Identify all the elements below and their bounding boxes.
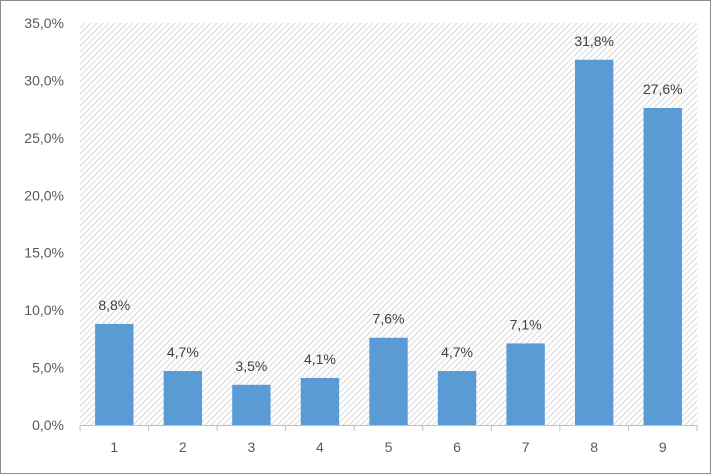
x-tick-label: 9 [659, 439, 667, 455]
data-label: 3,5% [235, 358, 267, 374]
data-label: 31,8% [574, 33, 614, 49]
data-label: 4,7% [441, 344, 473, 360]
x-tick-label: 2 [179, 439, 187, 455]
y-tick-label: 15,0% [24, 245, 64, 261]
y-tick-label: 0,0% [32, 417, 64, 433]
y-tick-label: 10,0% [24, 302, 64, 318]
y-tick-label: 5,0% [32, 360, 64, 376]
x-tick-label: 6 [453, 439, 461, 455]
x-tick-label: 7 [522, 439, 530, 455]
x-tick-label: 3 [247, 439, 255, 455]
data-label: 7,1% [510, 316, 542, 332]
y-tick-label: 30,0% [24, 72, 64, 88]
data-label: 4,7% [167, 344, 199, 360]
bar [506, 343, 545, 425]
y-tick-label: 20,0% [24, 187, 64, 203]
bar [369, 337, 408, 425]
x-tick-label: 4 [316, 439, 324, 455]
bar [95, 323, 134, 425]
bar [574, 59, 614, 426]
data-label: 8,8% [98, 297, 130, 313]
bar [232, 384, 271, 425]
y-tick-label: 25,0% [24, 130, 64, 146]
x-tick-label: 5 [385, 439, 393, 455]
bar [163, 371, 203, 425]
data-label: 27,6% [643, 81, 683, 97]
bar [643, 107, 682, 425]
data-label: 4,1% [304, 351, 336, 367]
data-label: 7,6% [373, 311, 405, 327]
x-tick-label: 8 [590, 439, 598, 455]
x-tick-label: 1 [110, 439, 118, 455]
y-tick-label: 35,0% [24, 15, 64, 31]
bar [300, 377, 340, 425]
bar [437, 371, 477, 425]
